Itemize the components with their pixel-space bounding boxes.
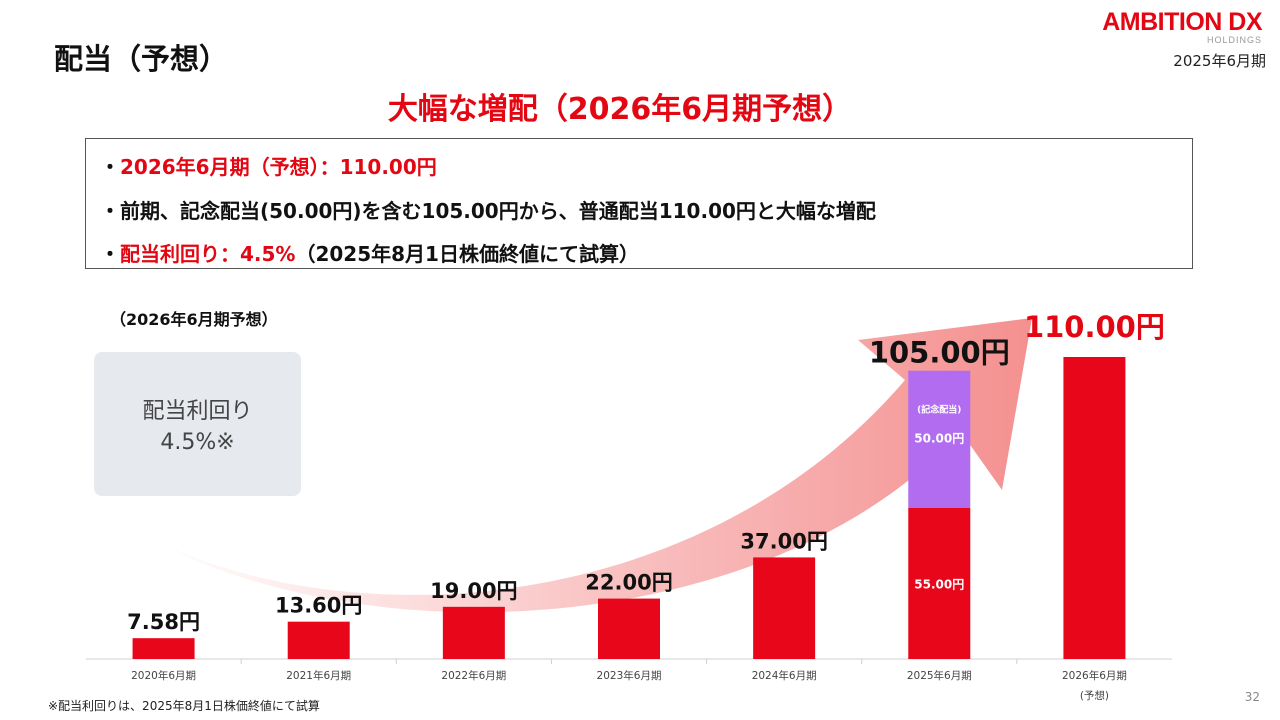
bar-regular	[1063, 357, 1126, 659]
yield-note-text: （2025年8月1日株価終値にて試算）	[295, 242, 639, 266]
total-value-label: 7.58円	[127, 610, 200, 634]
total-value-label: 110.00円	[1024, 310, 1165, 344]
summary-box: ・2026年6月期（予想）：110.00円 ・前期、記念配当(50.00円)を含…	[85, 138, 1193, 269]
total-value-label: 105.00円	[869, 336, 1010, 370]
growth-arrow	[140, 318, 1032, 613]
bar-regular	[753, 557, 816, 659]
yield-text: 配当利回り：4.5%	[120, 242, 296, 266]
yield-box-value: 4.5%※	[160, 430, 235, 455]
fiscal-period: 2025年6月期	[1173, 52, 1266, 70]
x-tick-note: (予想)	[1080, 689, 1109, 702]
total-value-label: 37.00円	[740, 529, 827, 553]
commemorative-dividend-label: 50.00円	[914, 432, 964, 446]
commemorative-caption: (記念配当)	[917, 404, 961, 416]
bullet-dot: ・	[100, 155, 120, 179]
regular-dividend-label: 55.00円	[914, 578, 964, 592]
total-value-label: 19.00円	[430, 579, 517, 603]
yield-box: 配当利回り 4.5%※	[94, 352, 301, 496]
total-value-label: 13.60円	[275, 594, 362, 618]
x-tick-label: 2021年6月期	[286, 669, 351, 682]
bar-regular	[287, 621, 350, 659]
headline: 大幅な増配（2026年6月期予想）	[387, 92, 853, 127]
company-logo: AMBITION DX HOLDINGS	[1102, 8, 1262, 45]
bar-regular	[132, 638, 195, 659]
summary-bullet-yield: ・配当利回り：4.5%（2025年8月1日株価終値にて試算）	[100, 238, 639, 267]
x-tick-label: 2023年6月期	[597, 669, 662, 682]
summary-bullet-increase: ・前期、記念配当(50.00円)を含む105.00円から、普通配当110.00円…	[100, 199, 876, 223]
chart-subtitle: （2026年6月期予想）	[110, 310, 278, 329]
x-tick-label: 2025年6月期	[907, 669, 972, 682]
bar-commemorative	[908, 370, 971, 508]
bar-regular	[908, 508, 971, 659]
x-tick-label: 2022年6月期	[441, 669, 506, 682]
yield-box-label: 配当利回り	[142, 399, 253, 424]
x-tick-label: 2026年6月期	[1062, 669, 1127, 682]
footnote: ※配当利回りは、2025年8月1日株価終値にて試算	[48, 699, 320, 713]
page-title: 配当（予想）	[54, 42, 229, 76]
forecast-dividend-text: 2026年6月期（予想）：110.00円	[120, 155, 437, 179]
x-tick-label: 2024年6月期	[752, 669, 817, 682]
summary-bullet-forecast: ・2026年6月期（予想）：110.00円	[100, 151, 437, 180]
x-tick-label: 2020年6月期	[131, 669, 196, 682]
logo-subtext: HOLDINGS	[1206, 35, 1262, 45]
logo-wordmark: AMBITION DX	[1102, 8, 1262, 36]
bar-regular	[442, 606, 505, 659]
page-number: 32	[1244, 690, 1260, 704]
bar-regular	[598, 598, 660, 659]
bullet-dot: ・	[100, 242, 120, 266]
total-value-label: 22.00円	[585, 571, 672, 595]
